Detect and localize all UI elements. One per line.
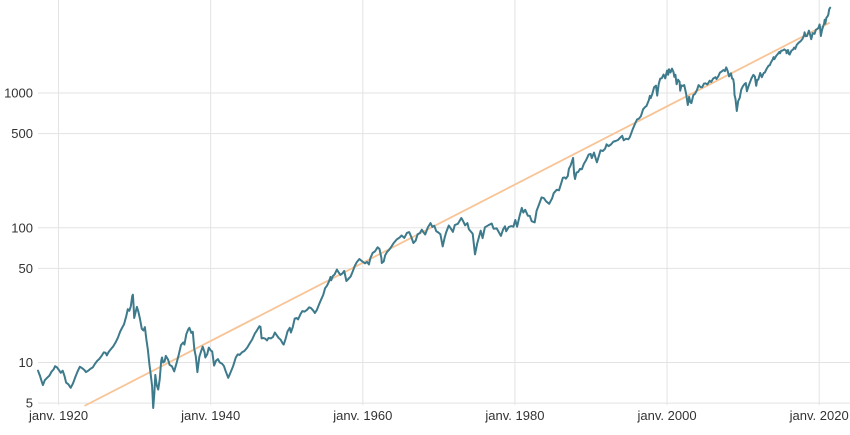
x-tick-label: janv. 1940 bbox=[180, 408, 240, 423]
y-tick-label: 100 bbox=[11, 220, 33, 235]
x-tick-label: janv. 1980 bbox=[484, 408, 544, 423]
x-tick-label: janv. 2000 bbox=[637, 408, 697, 423]
x-tick-label: janv. 1960 bbox=[332, 408, 392, 423]
index-price-line bbox=[37, 6, 832, 409]
x-tick-label: janv. 2020 bbox=[789, 408, 849, 423]
exponential-trend-line bbox=[84, 22, 830, 407]
y-tick-label: 1000 bbox=[4, 86, 33, 101]
y-tick-label: 10 bbox=[19, 355, 33, 370]
y-tick-label: 5 bbox=[26, 396, 33, 411]
x-tick-label: janv. 1920 bbox=[28, 408, 88, 423]
y-tick-label: 50 bbox=[19, 261, 33, 276]
y-tick-label: 500 bbox=[11, 126, 33, 141]
